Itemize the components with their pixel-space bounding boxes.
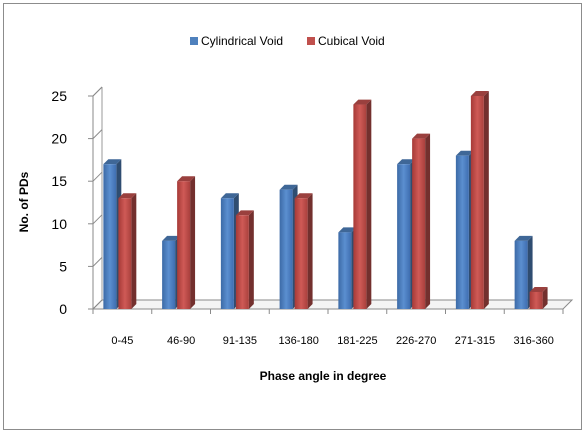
legend-item: Cubical Void — [307, 34, 385, 48]
bar-front — [162, 241, 175, 309]
y-tick-label: 15 — [51, 173, 67, 189]
y-tick-depth — [93, 257, 102, 266]
chart-frame: Cylindrical Void Cubical Void 0 5 10 15 20 25 0… — [3, 3, 582, 430]
x-tick-label: 136-180 — [278, 335, 318, 347]
bar-side — [249, 210, 254, 309]
bar-cubical-void — [295, 193, 313, 309]
bar-front — [412, 139, 425, 309]
x-tick-label: 181-225 — [337, 335, 377, 347]
bar-side — [366, 100, 371, 309]
x-tick-label: 271-315 — [455, 335, 495, 347]
bar-front — [397, 164, 410, 309]
bar-cubical-void — [412, 134, 430, 309]
bar-front — [530, 292, 543, 309]
bar-front — [177, 181, 190, 309]
x-tick-label: 0-45 — [111, 335, 133, 347]
y-tick-label: 5 — [59, 258, 67, 274]
bar-front — [515, 241, 528, 309]
bar-front — [236, 215, 249, 309]
legend-item: Cylindrical Void — [190, 34, 283, 48]
bar-front — [118, 198, 131, 309]
bar-chart: Cylindrical Void Cubical Void 0 5 10 15 20 25 0… — [4, 4, 583, 431]
bars — [103, 91, 547, 309]
y-tick-depth — [93, 215, 102, 224]
legend-label: Cylindrical Void — [201, 34, 283, 48]
bar-front — [221, 198, 234, 309]
bar-front — [338, 232, 351, 309]
bar-side — [131, 193, 136, 309]
bar-front — [471, 96, 484, 309]
y-axis-title: No. of PDs — [17, 171, 31, 232]
bar-cubical-void — [530, 287, 548, 309]
bar-cubical-void — [236, 210, 254, 309]
x-tick-label: 91-135 — [223, 335, 257, 347]
y-tick-label: 10 — [51, 216, 67, 232]
bar-front — [280, 190, 293, 309]
bar-side — [425, 134, 430, 309]
y-tick-depth — [93, 87, 102, 96]
bar-front — [456, 156, 469, 309]
bar-side — [190, 176, 195, 309]
x-axis-title: Phase angle in degree — [260, 369, 387, 383]
axes — [88, 87, 572, 314]
bar-side — [484, 91, 489, 309]
bar-cubical-void — [353, 100, 371, 309]
bar-cubical-void — [118, 193, 136, 309]
bar-cubical-void — [471, 91, 489, 309]
y-tick-depth — [93, 130, 102, 139]
legend-label: Cubical Void — [318, 34, 385, 48]
bar-side — [308, 193, 313, 309]
bar-front — [353, 105, 366, 309]
legend: Cylindrical Void Cubical Void — [190, 34, 385, 48]
bar-cubical-void — [177, 176, 195, 309]
y-tick-label: 0 — [59, 301, 67, 317]
bar-front — [103, 164, 116, 309]
x-tick-label: 316-360 — [513, 335, 553, 347]
legend-swatch-cylindrical — [190, 37, 198, 45]
x-tick-label: 226-270 — [396, 335, 436, 347]
y-tick-label: 25 — [51, 88, 67, 104]
bar-front — [295, 198, 308, 309]
x-tick-label: 46-90 — [167, 335, 195, 347]
legend-swatch-cubical — [307, 37, 315, 45]
y-tick-label: 20 — [51, 131, 67, 147]
y-tick-depth — [93, 172, 102, 181]
